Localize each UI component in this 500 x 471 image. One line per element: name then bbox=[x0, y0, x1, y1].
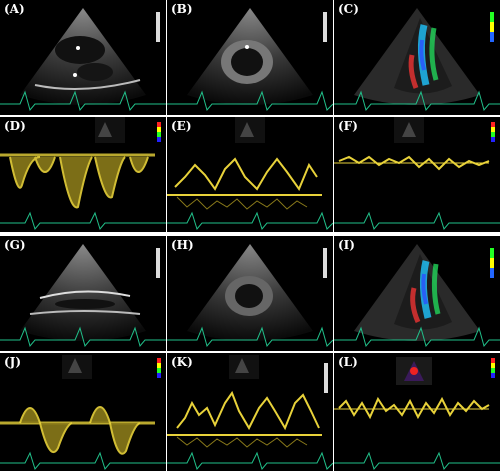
panel-l-image bbox=[334, 357, 500, 471]
panel-d-image bbox=[0, 117, 166, 231]
panel-e: (E) bbox=[167, 117, 333, 232]
panel-g: (G) bbox=[0, 236, 166, 351]
panel-d: (D) bbox=[0, 117, 166, 232]
panel-g-image bbox=[0, 244, 166, 348]
panel-a-label: (A) bbox=[4, 2, 25, 16]
panel-a: (A) bbox=[0, 0, 166, 115]
panel-b-image bbox=[167, 8, 333, 112]
panel-c-label: (C) bbox=[338, 2, 359, 16]
panel-e-image bbox=[167, 117, 333, 231]
panel-k-image bbox=[167, 355, 333, 471]
panel-e-label: (E) bbox=[171, 119, 192, 133]
panel-h: (H) bbox=[167, 236, 333, 351]
panel-f: (F) bbox=[334, 117, 500, 232]
panel-c-image bbox=[334, 8, 500, 112]
panel-b-label: (B) bbox=[171, 2, 193, 16]
panel-i-image bbox=[334, 244, 500, 348]
panel-k-label: (K) bbox=[171, 355, 193, 369]
panel-i: (I) bbox=[334, 236, 500, 351]
panel-f-image bbox=[334, 117, 500, 231]
panel-a-image bbox=[0, 8, 166, 112]
panel-l-label: (L) bbox=[338, 355, 358, 369]
panel-j-label: (J) bbox=[4, 355, 22, 369]
panel-g-label: (G) bbox=[4, 238, 26, 252]
panel-b: (B) bbox=[167, 0, 333, 115]
panel-h-label: (H) bbox=[171, 238, 194, 252]
panel-j: (J) bbox=[0, 353, 166, 471]
panel-j-image bbox=[0, 355, 166, 471]
panel-h-image bbox=[167, 244, 333, 348]
panel-f-label: (F) bbox=[338, 119, 358, 133]
panel-i-label: (I) bbox=[338, 238, 355, 252]
panel-k: (K) bbox=[167, 353, 333, 471]
panel-c: (C) bbox=[334, 0, 500, 115]
panel-d-label: (D) bbox=[4, 119, 26, 133]
panel-l: (L) bbox=[334, 353, 500, 471]
